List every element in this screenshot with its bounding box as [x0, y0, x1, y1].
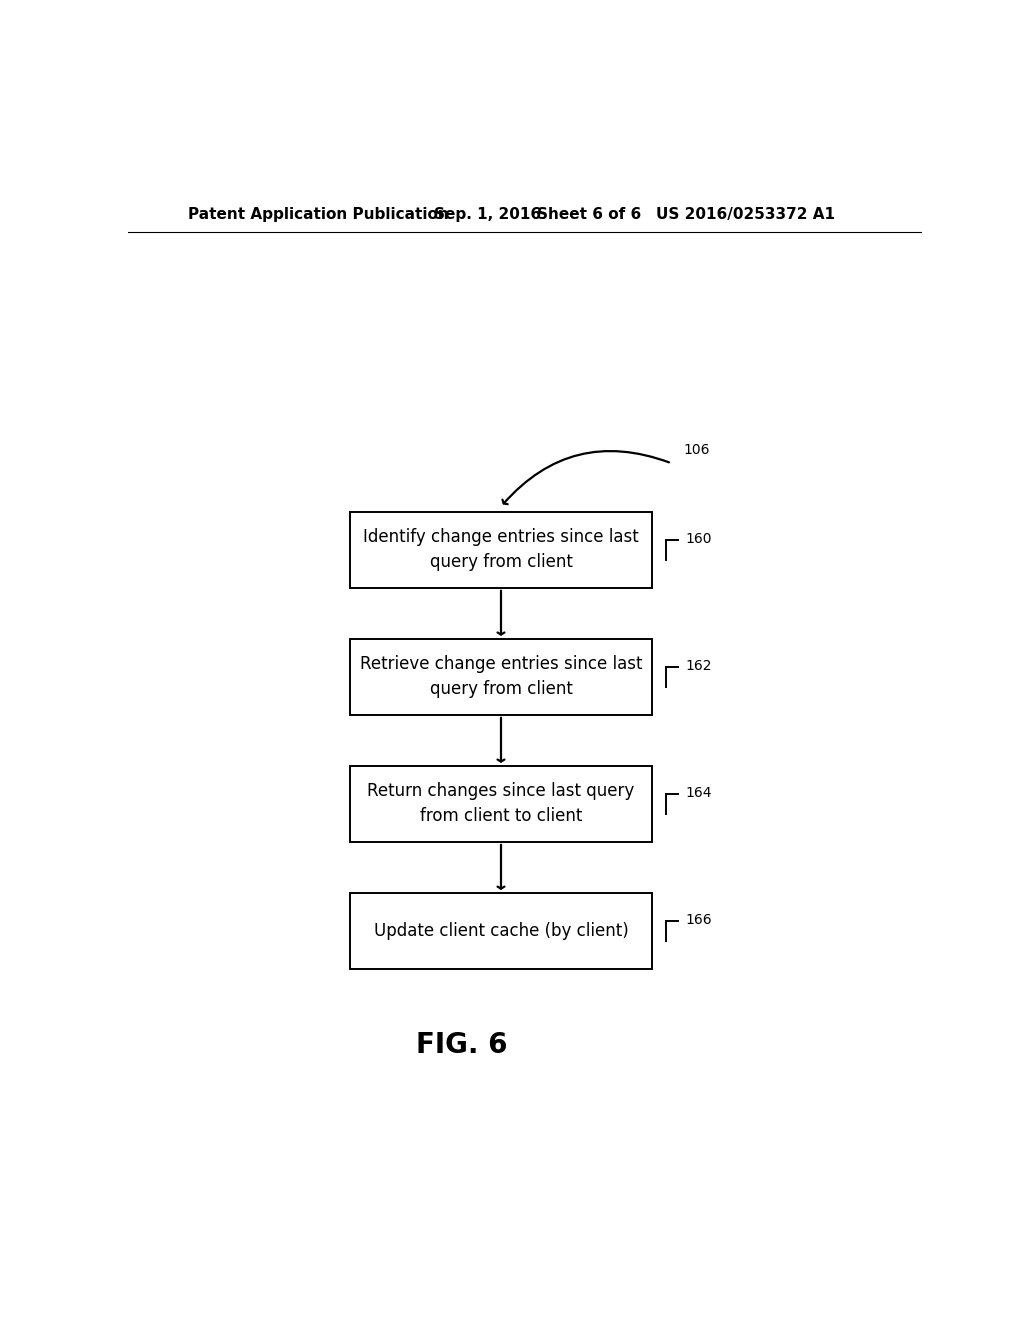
Text: US 2016/0253372 A1: US 2016/0253372 A1 — [655, 207, 835, 222]
Text: Sep. 1, 2016: Sep. 1, 2016 — [433, 207, 541, 222]
Text: 166: 166 — [686, 912, 713, 927]
FancyBboxPatch shape — [350, 766, 651, 842]
Text: Identify change entries since last
query from client: Identify change entries since last query… — [364, 528, 639, 572]
Text: 106: 106 — [684, 444, 710, 457]
Text: Return changes since last query
from client to client: Return changes since last query from cli… — [368, 783, 635, 825]
Text: 164: 164 — [686, 785, 713, 800]
Text: Patent Application Publication: Patent Application Publication — [187, 207, 449, 222]
FancyBboxPatch shape — [350, 639, 651, 715]
Text: Retrieve change entries since last
query from client: Retrieve change entries since last query… — [359, 655, 642, 698]
FancyBboxPatch shape — [350, 892, 651, 969]
FancyBboxPatch shape — [350, 512, 651, 587]
Text: Update client cache (by client): Update client cache (by client) — [374, 921, 629, 940]
Text: FIG. 6: FIG. 6 — [416, 1031, 507, 1059]
Text: Sheet 6 of 6: Sheet 6 of 6 — [537, 207, 641, 222]
Text: 162: 162 — [686, 659, 713, 673]
Text: 160: 160 — [686, 532, 713, 545]
